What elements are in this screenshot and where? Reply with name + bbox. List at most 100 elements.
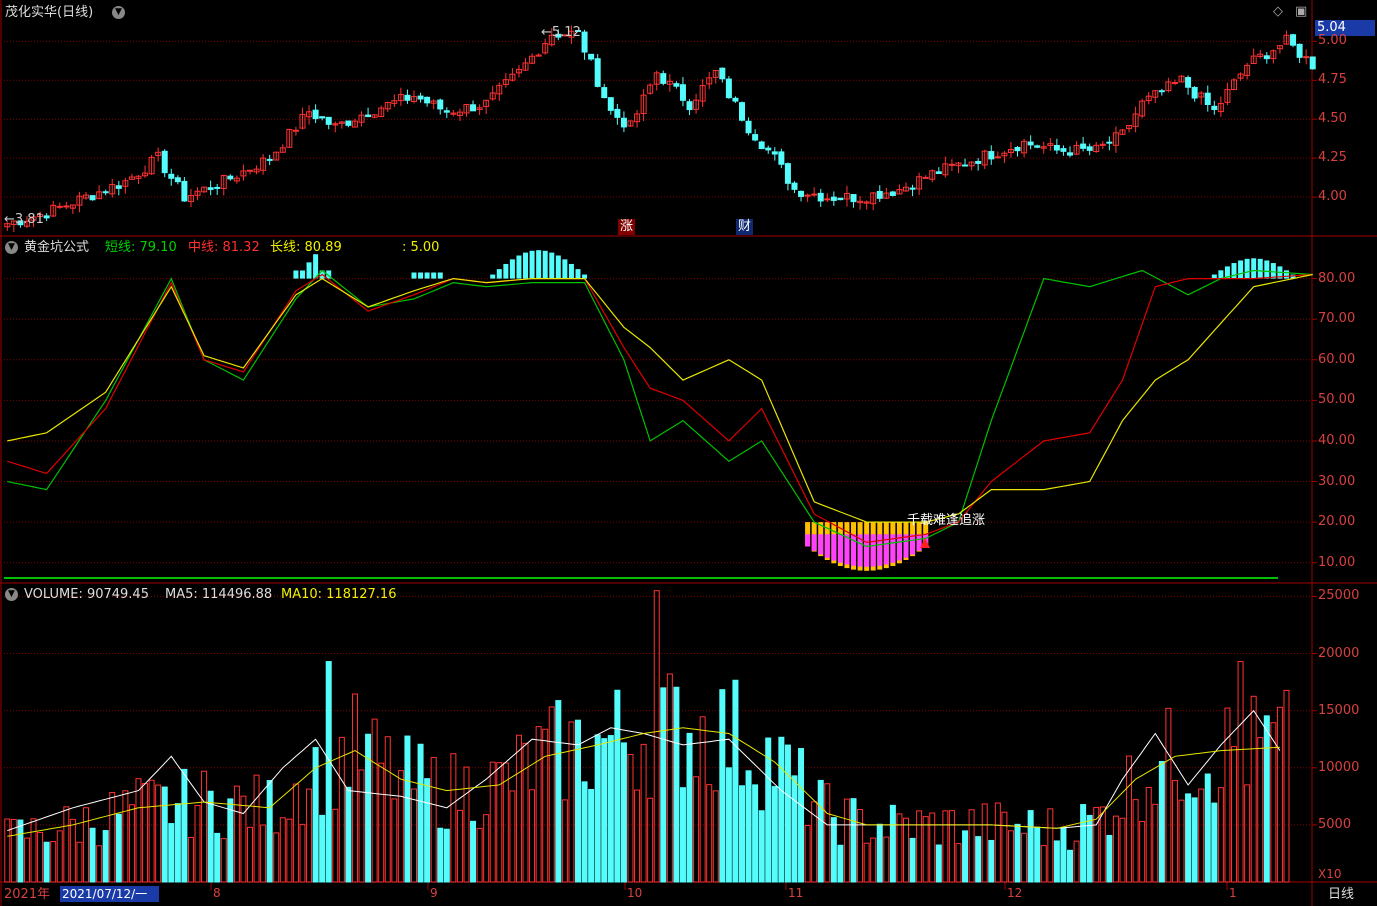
- candle-body: [142, 172, 149, 177]
- volume-bar: [502, 762, 509, 883]
- candle-body: [83, 194, 89, 199]
- candle-body: [804, 194, 811, 197]
- candle-body: [1027, 141, 1034, 146]
- candle-body: [496, 84, 503, 95]
- candle-body: [17, 220, 24, 226]
- volume-bar: [942, 810, 949, 883]
- candle-body: [725, 78, 732, 99]
- volume-bar: [568, 721, 575, 883]
- ma5-label: MA5: 114496.88: [165, 587, 273, 602]
- candle-body: [745, 120, 752, 134]
- volume-bar: [1040, 845, 1047, 883]
- candle-body: [240, 170, 247, 177]
- candle-body: [214, 186, 221, 189]
- volume-bar: [968, 809, 975, 883]
- candle-body: [174, 177, 181, 183]
- candle-body: [1171, 81, 1178, 84]
- candle-body: [601, 87, 608, 99]
- candle-body: [109, 184, 116, 195]
- candle-body: [345, 120, 352, 126]
- cyan-signal-bar: [575, 269, 581, 279]
- volume-bar: [292, 783, 299, 883]
- volume-bar: [1034, 826, 1041, 883]
- candle-body: [903, 186, 909, 192]
- candle-body: [666, 80, 673, 85]
- candle-body: [679, 84, 686, 101]
- candle-body: [89, 195, 96, 201]
- buy-arrow-icon: [920, 538, 930, 548]
- magenta-pit-bar: [831, 534, 837, 561]
- candle-body: [312, 109, 319, 120]
- candle-body: [1224, 89, 1231, 103]
- cyan-signal-bar: [1270, 263, 1276, 279]
- extra-value-label: : 5.00: [402, 240, 440, 255]
- volume-bar: [1093, 806, 1100, 883]
- candle-body: [1237, 73, 1244, 79]
- title-dropdown[interactable]: ▼: [112, 5, 125, 21]
- period-button[interactable]: 日线: [1328, 887, 1355, 902]
- candle-body: [719, 67, 726, 80]
- candle-body: [594, 58, 601, 87]
- candle-body: [909, 187, 916, 190]
- magenta-pit-bar: [824, 534, 830, 558]
- volume-bar: [752, 784, 759, 883]
- volume-menu[interactable]: ▼: [5, 587, 18, 603]
- candle-body: [942, 163, 949, 176]
- candle-body: [791, 182, 798, 190]
- candle-body: [443, 110, 450, 113]
- volume-bar: [279, 817, 286, 883]
- candle-body: [1067, 152, 1073, 156]
- volume-bar: [955, 843, 962, 883]
- cyan-signal-bar: [529, 250, 535, 279]
- volume-bar: [929, 812, 936, 883]
- volume-bar: [975, 836, 982, 883]
- volume-bar: [916, 810, 923, 883]
- chevron-down-icon[interactable]: ▼: [5, 588, 18, 601]
- volume-bar: [1139, 820, 1146, 883]
- volume-bar: [699, 716, 706, 883]
- candle-body: [1290, 34, 1297, 46]
- candle-body: [1276, 45, 1283, 50]
- candle-body: [857, 200, 864, 204]
- volume-bar: [260, 824, 267, 883]
- mid-line-label: 中线: 81.32: [188, 240, 260, 255]
- cyan-signal-bar: [437, 272, 443, 279]
- magenta-pit-bar: [890, 534, 896, 563]
- volume-bar: [719, 689, 726, 883]
- volume-bar: [509, 790, 516, 883]
- volume-bar: [430, 757, 437, 883]
- candle-body: [988, 151, 995, 160]
- volume-bar: [693, 776, 700, 883]
- window-icon[interactable]: ▣: [1295, 4, 1308, 19]
- candle-body: [292, 129, 299, 132]
- candle-body: [1126, 124, 1133, 130]
- magenta-pit-bar: [805, 534, 811, 547]
- candle-body: [155, 151, 162, 156]
- volume-bar: [1283, 689, 1290, 883]
- volume-bar: [830, 817, 837, 883]
- candle-body: [548, 34, 555, 46]
- candle-body: [824, 198, 831, 201]
- volume-bar: [1257, 737, 1264, 883]
- volume-bar: [332, 808, 339, 883]
- candle-body: [286, 128, 293, 148]
- diamond-icon[interactable]: ◇: [1273, 4, 1283, 19]
- candle-body: [1021, 140, 1028, 154]
- candle-body: [863, 201, 870, 204]
- chevron-down-icon[interactable]: ▼: [112, 6, 125, 19]
- ma5-line: [7, 709, 1281, 832]
- candle-body: [384, 102, 391, 110]
- volume-bar: [739, 785, 745, 883]
- volume-bar: [483, 814, 490, 883]
- volume-bar: [1014, 823, 1021, 883]
- candle-body: [279, 147, 286, 153]
- candle-body: [575, 30, 581, 33]
- volume-bar: [299, 823, 306, 883]
- candle-body: [752, 134, 759, 141]
- candle-body: [843, 192, 850, 200]
- indicator-menu[interactable]: ▼: [5, 240, 18, 256]
- chevron-down-icon[interactable]: ▼: [5, 241, 18, 254]
- volume-bar: [37, 831, 44, 883]
- volume-bar: [876, 823, 883, 883]
